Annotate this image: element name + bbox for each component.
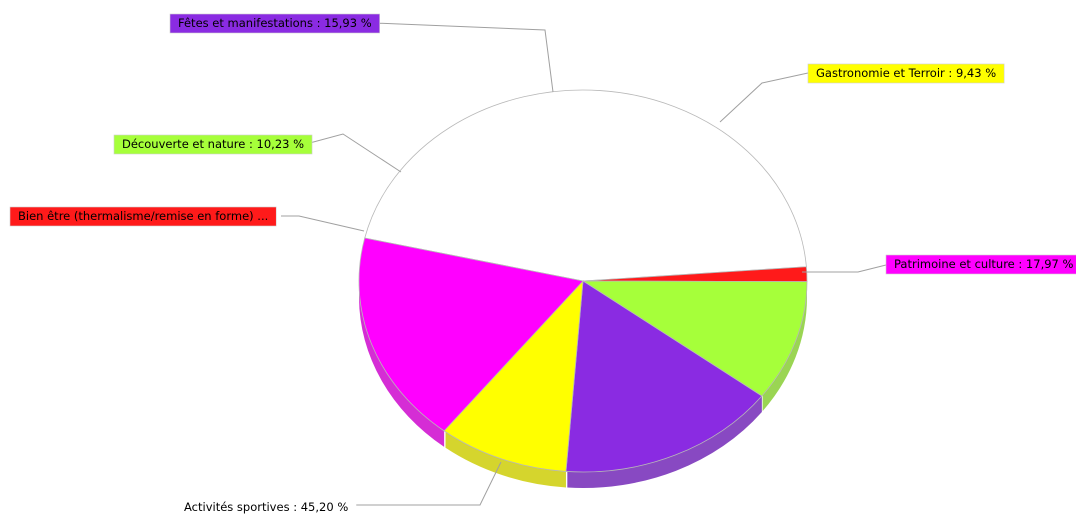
leader-line-patrimoine-et-culture	[802, 264, 887, 273]
slice-patrimoine-et-culture[interactable]	[358, 237, 584, 432]
slice-fetes-et-manifestations[interactable]	[565, 280, 763, 473]
slice-labels: Activités sportives : 45,20 % Bien être (…	[9, 13, 1076, 517]
leader-line-gastronomie-et-terroir	[719, 72, 809, 123]
label-text-gastronomie-et-terroir: Gastronomie et Terroir : 9,43 %	[816, 66, 996, 80]
rim-patrimoine-et-culture	[359, 281, 445, 447]
rim-decouverte-et-nature	[762, 281, 807, 412]
slice-decouverte-et-nature[interactable]	[581, 280, 808, 397]
label-bg-decouverte-et-nature	[113, 134, 313, 155]
leader-line-bien-etre-thermalisme-remise-en-forme	[281, 215, 365, 232]
label-bg-gastronomie-et-terroir	[807, 63, 1005, 84]
slice-gastronomie-et-terroir[interactable]	[443, 279, 584, 472]
label-text-decouverte-et-nature: Découverte et nature : 10,23 %	[122, 137, 304, 151]
leader-line-decouverte-et-nature	[305, 133, 402, 173]
label-text-patrimoine-et-culture: Patrimoine et culture : 17,97 %	[894, 257, 1074, 271]
label-text-activites-sportives: Activités sportives : 45,20 %	[184, 500, 348, 514]
leader-line-fetes-et-manifestations	[373, 22, 554, 93]
label-bien-etre-thermalisme-remise-en-forme: Bien être (thermalisme/remise en forme) …	[9, 206, 277, 227]
label-leader-lines	[281, 22, 887, 506]
label-bg-bien-etre-thermalisme-remise-en-forme	[9, 206, 277, 227]
leader-line-activites-sportives	[348, 461, 502, 506]
slice-activites-sportives[interactable]	[364, 89, 807, 282]
label-fetes-et-manifestations: Fêtes et manifestations : 15,93 %	[169, 13, 380, 34]
label-bg-fetes-et-manifestations	[169, 13, 380, 34]
rim-fetes-et-manifestations	[567, 395, 762, 489]
label-patrimoine-et-culture: Patrimoine et culture : 17,97 %	[885, 254, 1076, 275]
label-decouverte-et-nature: Découverte et nature : 10,23 %	[113, 134, 313, 155]
label-activites-sportives: Activités sportives : 45,20 %	[176, 498, 357, 517]
label-text-bien-etre-thermalisme-remise-en-forme: Bien être (thermalisme/remise en forme) …	[18, 209, 268, 223]
pie-slices	[358, 89, 808, 473]
label-gastronomie-et-terroir: Gastronomie et Terroir : 9,43 %	[807, 63, 1005, 84]
rim-gastronomie-et-terroir	[445, 431, 566, 488]
label-bg-patrimoine-et-culture	[885, 254, 1076, 275]
label-text-fetes-et-manifestations: Fêtes et manifestations : 15,93 %	[178, 16, 372, 30]
label-bg-activites-sportives	[176, 498, 357, 517]
pie-rim	[359, 281, 807, 489]
